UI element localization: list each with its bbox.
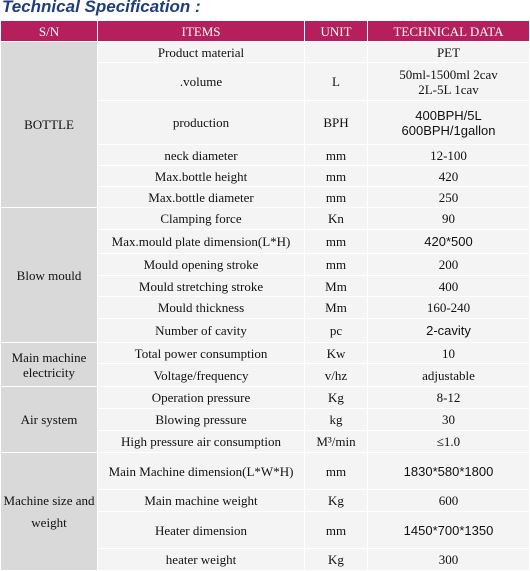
item-cell: Product material bbox=[97, 41, 305, 63]
table-row: Machine size and weight Main Machine dim… bbox=[0, 452, 530, 571]
spec-table: S/N ITEMS UNIT TECHNICAL DATA BOTTLE Pro… bbox=[0, 20, 530, 571]
table-row: Main machine electricity Total power con… bbox=[0, 342, 530, 387]
header-unit: UNIT bbox=[304, 20, 368, 42]
value-line: 2L-5L 1cav bbox=[418, 81, 479, 97]
item-cell: Operation pressure bbox=[97, 386, 305, 409]
table-row: Heater dimension mm 1450*700*1350 bbox=[1, 511, 530, 549]
unit-cell: Mm bbox=[304, 275, 368, 297]
table-row: Max.bottle height mm 420 bbox=[1, 165, 530, 187]
unit-cell: mm bbox=[304, 165, 368, 187]
unit-cell: mm bbox=[304, 186, 368, 208]
table-row: Max.mould plate dimension(L*H) mm 420*50… bbox=[1, 229, 530, 254]
item-cell: heater weight bbox=[97, 548, 305, 571]
value-cell: 160-240 bbox=[367, 296, 530, 319]
group-air-system: Air system bbox=[0, 386, 98, 453]
unit-cell: Kg bbox=[304, 548, 368, 571]
header-items: ITEMS bbox=[97, 20, 305, 42]
item-cell: Max.bottle diameter bbox=[97, 186, 305, 208]
item-cell: Blowing pressure bbox=[97, 408, 305, 431]
page-title: Technical Specification : bbox=[2, 0, 201, 16]
unit-cell: mm bbox=[304, 253, 368, 276]
item-cell: Mould stretching stroke bbox=[97, 275, 305, 297]
table-row: .volume L 50ml-1500ml 2cav 2L-5L 1cav bbox=[1, 62, 530, 101]
unit-cell: BPH bbox=[304, 100, 368, 145]
value-line: 600BPH/1gallon bbox=[401, 122, 496, 138]
group-bottle: BOTTLE bbox=[0, 41, 98, 208]
value-cell: 200 bbox=[367, 253, 530, 276]
unit-cell: kg bbox=[304, 408, 368, 431]
value-cell: 250 bbox=[367, 186, 530, 208]
item-cell: High pressure air consumption bbox=[97, 430, 305, 453]
table-row: Mould opening stroke mm 200 bbox=[1, 253, 530, 276]
header-sn: S/N bbox=[0, 20, 98, 42]
group-machine-size-weight: Machine size and weight bbox=[0, 452, 98, 571]
value-cell: 10 bbox=[367, 342, 530, 364]
unit-cell: Kn bbox=[304, 207, 368, 230]
value-cell: 90 bbox=[367, 207, 530, 230]
unit-cell: mm bbox=[304, 229, 368, 254]
item-cell: Mould opening stroke bbox=[97, 253, 305, 276]
unit-cell: Mm bbox=[304, 296, 368, 319]
table-row: production BPH 400BPH/5L 600BPH/1gallon bbox=[1, 100, 530, 145]
value-cell: 400BPH/5L 600BPH/1gallon bbox=[367, 100, 530, 145]
value-cell: 420*500 bbox=[367, 229, 530, 254]
item-cell: Total power consumption bbox=[97, 342, 305, 364]
unit-cell: Kg bbox=[304, 489, 368, 512]
value-cell: adjustable bbox=[367, 363, 530, 387]
item-cell: Clamping force bbox=[97, 207, 305, 230]
table-row: Number of cavity pc 2-cavity bbox=[1, 318, 530, 343]
table-row: Air system Operation pressure Kg 8-12 bbox=[0, 386, 530, 453]
value-cell: PET bbox=[367, 41, 530, 63]
value-cell: 12-100 bbox=[367, 144, 530, 166]
value-line: 50ml-1500ml 2cav bbox=[399, 66, 498, 82]
item-cell: Main Machine dimension(L*W*H) bbox=[97, 452, 305, 490]
unit-cell: v/hz bbox=[304, 363, 368, 387]
value-cell: 1450*700*1350 bbox=[367, 511, 530, 549]
value-cell: 2-cavity bbox=[367, 318, 530, 343]
table-row: neck diameter mm 12-100 bbox=[1, 144, 530, 166]
unit-cell: mm bbox=[304, 452, 368, 490]
item-cell: Max.mould plate dimension(L*H) bbox=[97, 229, 305, 254]
value-cell: 30 bbox=[367, 408, 530, 431]
table-row: Voltage/frequency v/hz adjustable bbox=[1, 363, 530, 387]
value-cell: 400 bbox=[367, 275, 530, 297]
value-line: 400BPH/5L bbox=[415, 107, 482, 123]
value-cell: 8-12 bbox=[367, 386, 530, 409]
item-cell: Max.bottle height bbox=[97, 165, 305, 187]
item-cell: Voltage/frequency bbox=[97, 363, 305, 387]
unit-cell: Kw bbox=[304, 342, 368, 364]
group-main-machine-electricity: Main machine electricity bbox=[0, 342, 98, 387]
value-cell: 1830*580*1800 bbox=[367, 452, 530, 490]
item-cell: production bbox=[97, 100, 305, 145]
table-row: Max.bottle diameter mm 250 bbox=[1, 186, 530, 208]
unit-cell bbox=[304, 41, 368, 63]
value-cell: 420 bbox=[367, 165, 530, 187]
value-cell: 300 bbox=[367, 548, 530, 571]
item-cell: Heater dimension bbox=[97, 511, 305, 549]
header-row: S/N ITEMS UNIT TECHNICAL DATA bbox=[0, 20, 530, 42]
unit-cell: pc bbox=[304, 318, 368, 343]
table-row: Blow mould Clamping force Kn 90 bbox=[0, 207, 530, 343]
value-cell: ≤1.0 bbox=[367, 430, 530, 453]
item-cell: .volume bbox=[97, 62, 305, 101]
item-cell: Main machine weight bbox=[97, 489, 305, 512]
item-cell: Number of cavity bbox=[97, 318, 305, 343]
unit-cell: L bbox=[304, 62, 368, 101]
table-row: BOTTLE Product material PET bbox=[0, 41, 530, 208]
group-blow-mould: Blow mould bbox=[0, 207, 98, 343]
header-technical-data: TECHNICAL DATA bbox=[367, 20, 530, 42]
item-cell: neck diameter bbox=[97, 144, 305, 166]
unit-cell: M³/min bbox=[304, 430, 368, 453]
unit-cell: Kg bbox=[304, 386, 368, 409]
table-row: Blowing pressure kg 30 bbox=[1, 408, 530, 431]
item-cell: Mould thickness bbox=[97, 296, 305, 319]
table-row: Mould thickness Mm 160-240 bbox=[1, 296, 530, 319]
unit-cell: mm bbox=[304, 144, 368, 166]
value-cell: 50ml-1500ml 2cav 2L-5L 1cav bbox=[367, 62, 530, 101]
value-cell: 600 bbox=[367, 489, 530, 512]
table-row: High pressure air consumption M³/min ≤1.… bbox=[1, 430, 530, 453]
unit-cell: mm bbox=[304, 511, 368, 549]
